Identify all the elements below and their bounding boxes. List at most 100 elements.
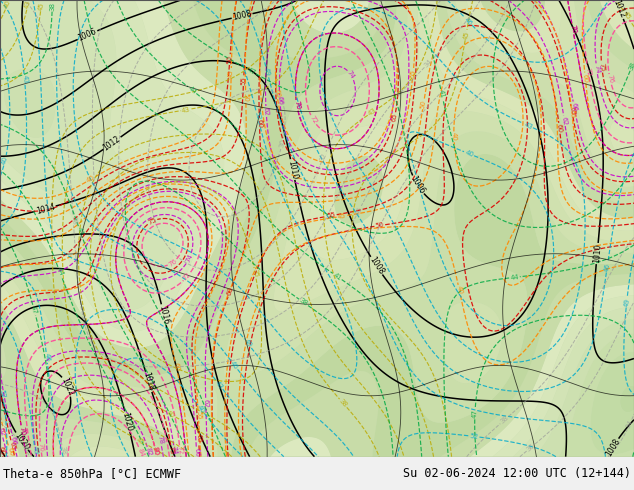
Text: 52: 52 — [0, 389, 6, 399]
Text: 38: 38 — [70, 215, 77, 224]
Text: 46: 46 — [43, 353, 50, 362]
Text: 38: 38 — [499, 415, 510, 425]
Text: 70: 70 — [569, 24, 576, 34]
Text: 65: 65 — [568, 107, 576, 117]
Text: 43: 43 — [523, 121, 533, 130]
Text: 38: 38 — [298, 297, 309, 307]
Text: Theta-e 850hPa [°C] ECMWF: Theta-e 850hPa [°C] ECMWF — [3, 467, 181, 480]
Text: 36: 36 — [354, 205, 363, 216]
Text: 1008: 1008 — [367, 255, 385, 276]
Text: 66: 66 — [276, 96, 283, 105]
Text: 60: 60 — [0, 445, 6, 456]
Text: 44: 44 — [187, 85, 197, 95]
Text: 66: 66 — [193, 447, 200, 457]
Text: 40: 40 — [165, 410, 176, 419]
Text: 72: 72 — [308, 115, 318, 125]
Text: 43: 43 — [21, 75, 28, 84]
Text: 65: 65 — [195, 434, 202, 443]
Text: 38: 38 — [628, 60, 634, 71]
Text: 40: 40 — [86, 174, 96, 184]
Text: 74: 74 — [171, 446, 178, 455]
Text: 72: 72 — [177, 446, 184, 455]
Text: 70: 70 — [18, 426, 25, 436]
Text: 1018: 1018 — [141, 371, 156, 392]
Text: 45: 45 — [38, 1, 45, 11]
Text: 44: 44 — [510, 274, 519, 281]
Text: 74: 74 — [184, 253, 194, 264]
Text: 40: 40 — [451, 132, 457, 142]
Text: 1016: 1016 — [157, 304, 171, 325]
Text: 43: 43 — [367, 107, 378, 117]
Text: 55: 55 — [569, 109, 576, 119]
Text: 30: 30 — [278, 139, 286, 148]
Text: 60: 60 — [226, 286, 235, 297]
Text: 49: 49 — [32, 446, 39, 455]
Text: 47: 47 — [472, 409, 478, 418]
Text: 55: 55 — [195, 411, 202, 420]
Text: 40: 40 — [455, 285, 463, 295]
Text: 76: 76 — [606, 74, 614, 84]
Text: 70: 70 — [293, 100, 301, 110]
Text: 75: 75 — [598, 63, 605, 72]
Text: 60: 60 — [556, 123, 563, 133]
Text: 70: 70 — [293, 100, 301, 110]
Text: 62: 62 — [203, 399, 209, 408]
Text: 65: 65 — [8, 441, 16, 450]
Text: 49: 49 — [623, 298, 630, 307]
Text: 41: 41 — [438, 89, 446, 99]
Text: 38: 38 — [338, 398, 349, 409]
Text: 1022: 1022 — [60, 376, 75, 397]
Text: 1010: 1010 — [592, 244, 602, 264]
Text: 55: 55 — [327, 212, 336, 220]
Text: 80: 80 — [152, 446, 160, 457]
Text: 60: 60 — [273, 89, 280, 98]
Text: 70: 70 — [18, 426, 25, 436]
Text: 52: 52 — [253, 111, 261, 121]
Text: 45: 45 — [337, 213, 347, 220]
Text: 70: 70 — [569, 24, 576, 34]
Text: 41: 41 — [76, 226, 84, 237]
Text: 82: 82 — [145, 447, 153, 457]
Text: 55: 55 — [410, 69, 417, 78]
Text: 38: 38 — [59, 446, 66, 455]
Text: 44: 44 — [55, 267, 64, 277]
Text: 43: 43 — [214, 379, 224, 390]
Text: 65: 65 — [391, 113, 398, 122]
Text: 45: 45 — [228, 69, 235, 78]
Text: 34: 34 — [423, 58, 434, 69]
Text: 60: 60 — [172, 362, 180, 371]
Text: 49: 49 — [263, 67, 271, 77]
Text: Su 02-06-2024 12:00 UTC (12+144): Su 02-06-2024 12:00 UTC (12+144) — [403, 467, 631, 480]
Text: 75: 75 — [168, 446, 175, 455]
Text: 46: 46 — [604, 263, 611, 272]
Text: 1020: 1020 — [13, 431, 31, 452]
Text: 60: 60 — [6, 447, 15, 457]
Text: 47: 47 — [30, 305, 38, 315]
Text: 1010: 1010 — [287, 159, 299, 180]
Text: 62: 62 — [560, 116, 568, 125]
Text: 78: 78 — [156, 435, 164, 445]
Text: 46: 46 — [230, 360, 240, 370]
Text: 74: 74 — [593, 64, 600, 74]
Text: 40: 40 — [1, 155, 9, 166]
Text: 50: 50 — [226, 55, 233, 64]
Text: 1008: 1008 — [604, 437, 622, 458]
Text: 66: 66 — [10, 437, 18, 446]
Text: 80: 80 — [152, 446, 160, 457]
Text: 84: 84 — [136, 447, 145, 457]
Text: 62: 62 — [0, 427, 6, 437]
Text: 49: 49 — [243, 338, 253, 349]
Text: 43: 43 — [24, 0, 32, 10]
Text: 1006: 1006 — [409, 174, 427, 196]
Text: 40: 40 — [3, 0, 12, 10]
Text: 76: 76 — [167, 258, 178, 268]
Text: 60: 60 — [582, 73, 589, 83]
Text: 62: 62 — [263, 107, 269, 116]
Text: 1006: 1006 — [77, 27, 98, 43]
Text: 43: 43 — [181, 106, 191, 114]
Text: 36: 36 — [19, 442, 29, 453]
Text: 45: 45 — [136, 437, 146, 446]
Text: 74: 74 — [346, 70, 356, 80]
Text: 72: 72 — [182, 271, 192, 282]
Text: 36: 36 — [526, 442, 536, 453]
